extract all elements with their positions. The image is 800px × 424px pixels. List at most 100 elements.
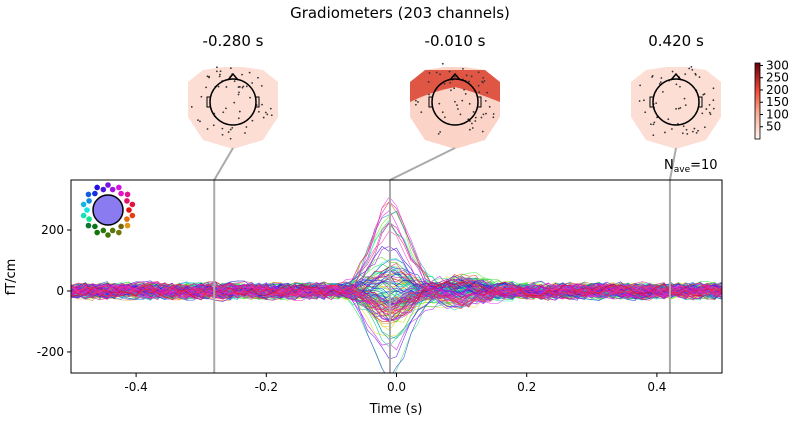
sensor-color-head-outline [92,194,124,226]
sensor-color-dot [105,232,111,238]
connector-line [389,147,456,181]
topomap-time-label: -0.280 s [203,32,264,50]
sensor-dot [482,113,485,116]
sensor-dot [698,76,701,79]
sensor-dot [219,73,221,76]
sensor-dot [428,93,430,96]
topomap-hotspot [410,70,500,102]
sensor-dot [712,99,715,102]
sensor-color-dot [126,207,132,213]
sensor-dot [682,125,685,128]
nose [670,72,682,81]
sensor-color-dot [94,229,100,236]
sensor-dot [461,99,464,102]
sensor-dot [684,73,687,76]
channel-trace [71,196,722,305]
sensor-color-dot [124,222,131,229]
sensor-dot [468,102,471,105]
sensor-dot [269,107,272,110]
sensor-dot [200,95,203,98]
sensor-dot [249,96,251,99]
right-ear [477,96,482,108]
sensor-dot [686,133,689,135]
sensor-dot [454,75,456,78]
sensor-dot [216,70,218,73]
sensor-dot [435,71,438,74]
sensor-dot [266,113,269,116]
sensor-color-dot [85,222,92,229]
sensor-color-dot [129,201,136,208]
sensor-color-dot [118,190,124,197]
sensor-dot [262,116,265,119]
sensor-dot [448,70,451,73]
sensor-dot [233,101,236,104]
sensor-color-dot [94,184,100,191]
sensor-dot [261,103,263,106]
sensor-color-dot [92,223,98,230]
topomap [631,65,721,149]
sensor-dot [190,106,193,108]
nose [227,72,239,81]
nose [449,72,461,81]
sensor-dot [693,127,696,130]
sensor-color-head-fill [93,195,123,225]
sensor-dot [649,123,652,126]
sensor-dot [441,62,444,65]
sensor-dot [439,131,442,133]
sensor-dot [212,124,215,127]
colorbar-tick-label: 50 [766,120,781,134]
sensor-color-dot [86,198,92,204]
sensor-dot [471,127,474,129]
sensor-dot [478,91,481,94]
sensor-dot [683,97,686,100]
sensor-dot [206,128,209,130]
sensor-dot [229,128,232,131]
channel-trace [71,210,722,302]
sensor-dot [237,117,240,120]
sensor-dot [443,82,446,85]
sensor-dot [482,76,485,79]
sensor-dot [237,86,240,88]
topomaps: -0.280 s -0.010 s 0.420 s [188,32,721,149]
connector-line [668,147,677,181]
sensor-dot [705,108,708,110]
sensor-dot [456,104,458,107]
sensor-dot [231,126,234,129]
sensor-dot [264,111,267,114]
sensor-dot [439,73,441,76]
sensor-dot [414,103,417,106]
sensor-dot [675,83,678,86]
x-tick-label: -0.4 [124,380,147,394]
sensor-dot [444,116,446,119]
sensor-dot [233,80,236,83]
sensor-dot [197,119,199,122]
channel-trace [71,281,722,316]
colorbar-tick-label: 250 [766,71,789,85]
sensor-dot [652,123,655,126]
sensor-dot [677,107,680,110]
sensor-dot [481,80,483,83]
sensor-dot [225,86,228,88]
sensor-dot [492,113,495,115]
sensor-dot [427,81,430,83]
sensor-dot [474,116,477,119]
sensor-dot [477,84,480,87]
colorbar-tick-label: 100 [766,107,789,121]
x-tick-label: 0.4 [647,380,666,394]
sensor-dot [244,132,246,134]
left-ear [206,96,211,108]
sensor-dot [221,127,224,130]
sensor-dot [671,70,674,73]
channel-trace [71,269,722,299]
chart-title: Gradiometers (203 channels) [290,4,510,22]
topomap-time-label: 0.420 s [648,32,704,50]
sensor-dot [251,82,254,84]
sensor-dot [712,87,715,90]
sensor-dot [653,121,656,124]
sensor-color-dot [92,190,98,197]
sensor-dot [658,82,661,85]
sensor-dot [456,108,459,110]
sensor-dot [428,72,431,74]
